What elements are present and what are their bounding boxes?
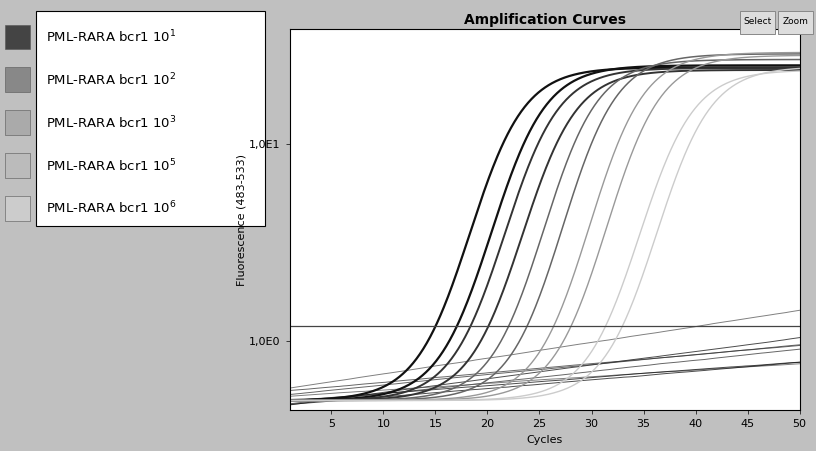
Bar xyxy=(6,196,30,221)
Bar xyxy=(740,11,774,34)
Text: Select: Select xyxy=(743,17,771,26)
Title: Amplification Curves: Amplification Curves xyxy=(463,13,626,27)
Text: PML-RARA bcr1 10$^2$: PML-RARA bcr1 10$^2$ xyxy=(47,72,176,88)
Bar xyxy=(6,153,30,178)
Bar xyxy=(6,110,30,135)
Text: PML-RARA bcr1 10$^3$: PML-RARA bcr1 10$^3$ xyxy=(47,115,177,131)
Bar xyxy=(778,11,813,34)
Bar xyxy=(36,11,265,226)
Bar xyxy=(6,24,30,50)
Bar xyxy=(6,68,30,92)
Y-axis label: Fluorescence (483-533): Fluorescence (483-533) xyxy=(237,154,246,286)
X-axis label: Cycles: Cycles xyxy=(526,435,563,445)
Text: PML-RARA bcr1 10$^6$: PML-RARA bcr1 10$^6$ xyxy=(47,200,177,216)
Text: Zoom: Zoom xyxy=(783,17,809,26)
Text: PML-RARA bcr1 10$^5$: PML-RARA bcr1 10$^5$ xyxy=(47,157,176,174)
Text: PML-RARA bcr1 10$^1$: PML-RARA bcr1 10$^1$ xyxy=(47,29,176,45)
